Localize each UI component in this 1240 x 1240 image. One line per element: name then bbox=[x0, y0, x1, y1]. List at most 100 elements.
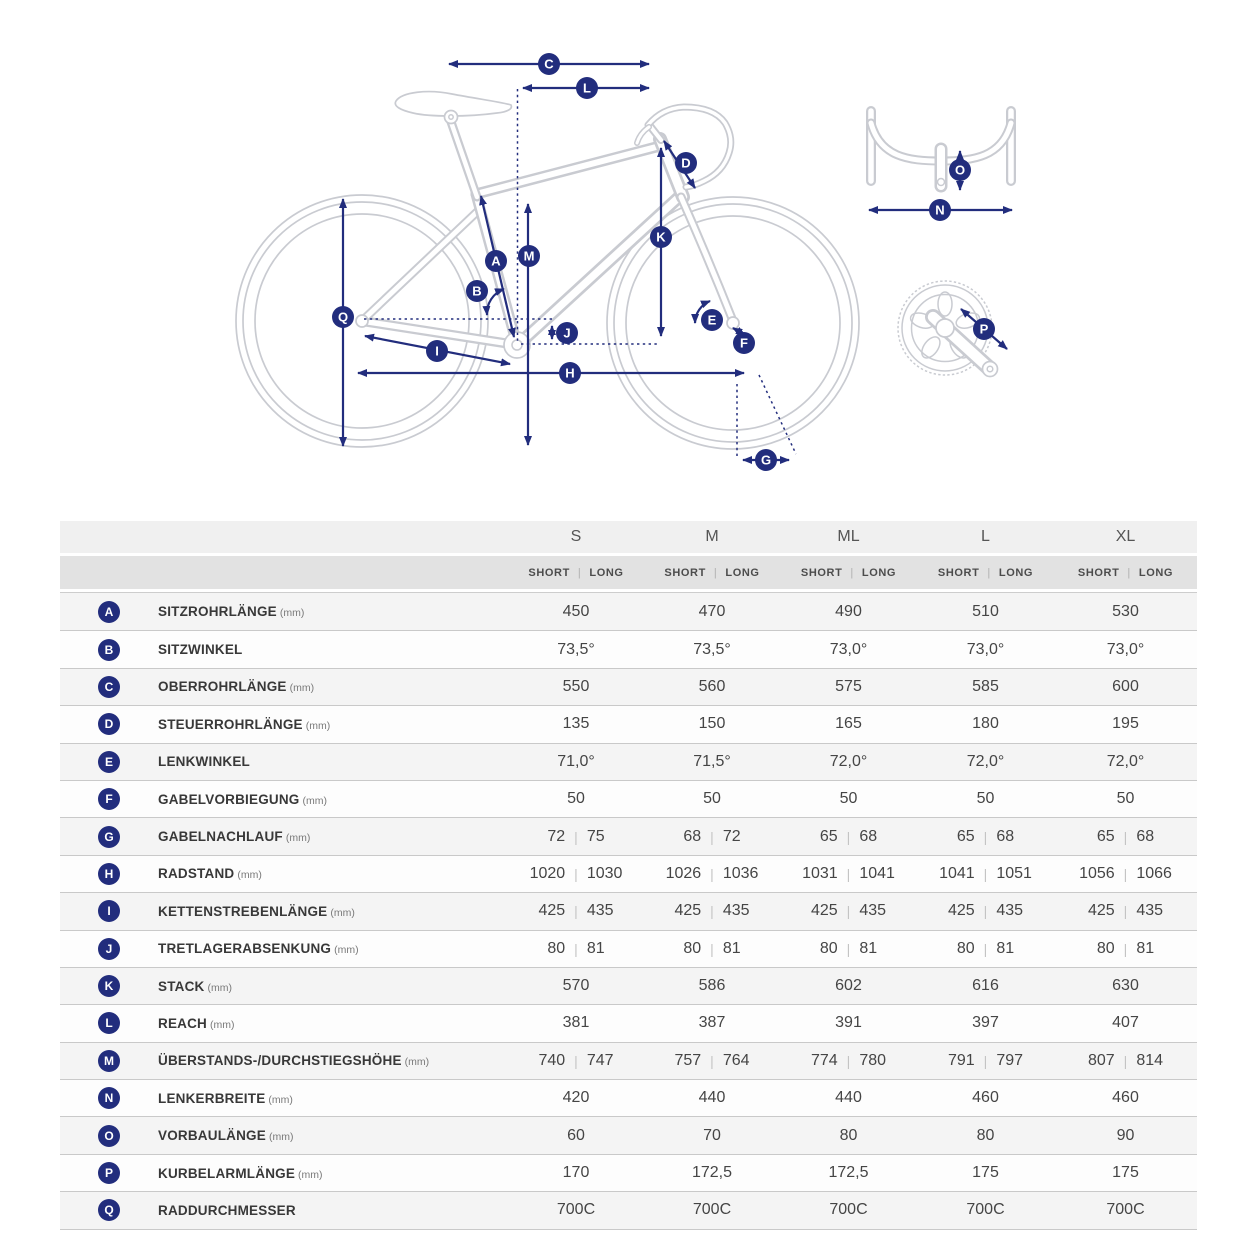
row-label: ÜBERSTANDS-/DURCHSTIEGSHÖHE (mm) bbox=[158, 1053, 430, 1069]
value-J-M: 80 | 81 bbox=[683, 939, 741, 957]
value-P-ML: 172,5 bbox=[828, 1164, 869, 1182]
svg-text:L: L bbox=[583, 81, 591, 96]
value-E-S: 71,0° bbox=[557, 752, 595, 770]
row-label: SITZROHRLÄNGE (mm) bbox=[158, 604, 305, 620]
value-B-S: 73,5° bbox=[557, 640, 595, 658]
long-label: LONG bbox=[861, 566, 897, 579]
value-separator: | bbox=[983, 828, 988, 845]
row-badge-J: J bbox=[98, 937, 120, 960]
value-A-S: 450 bbox=[562, 602, 590, 620]
short-label: SHORT bbox=[664, 566, 706, 579]
value-separator: | bbox=[710, 903, 714, 920]
value-I-S: 425 | 435 bbox=[538, 902, 614, 920]
row-badge-M: M bbox=[98, 1049, 120, 1072]
value-D-L: 180 bbox=[972, 715, 999, 733]
value-M-L: 791 | 797 bbox=[947, 1051, 1024, 1069]
value-G-M: 68 | 72 bbox=[683, 827, 741, 845]
row-badge-A: A bbox=[98, 600, 120, 623]
long-label: LONG bbox=[998, 566, 1034, 579]
value-Q-M: 700C bbox=[692, 1201, 732, 1219]
value-I-XL: 425 | 435 bbox=[1087, 902, 1164, 920]
table-row-O: O VORBAULÄNGE (mm) 60 70 80 80 90 bbox=[60, 1116, 1197, 1154]
row-badge-C: C bbox=[98, 675, 120, 698]
front-hub bbox=[726, 316, 740, 330]
svg-text:A: A bbox=[491, 254, 501, 269]
diagram-badge-C: C bbox=[538, 53, 560, 75]
value-C-XL: 600 bbox=[1112, 677, 1139, 695]
diagram-badge-H: H bbox=[559, 362, 581, 384]
header-separator: | bbox=[987, 566, 991, 579]
row-label: OBERROHRLÄNGE (mm) bbox=[158, 679, 315, 695]
value-E-XL: 72,0° bbox=[1106, 752, 1145, 770]
diagram-badge-P: P bbox=[973, 318, 995, 340]
value-E-L: 72,0° bbox=[966, 752, 1005, 770]
size-header-L: L bbox=[981, 528, 990, 545]
diagram-badge-G: G bbox=[755, 449, 777, 471]
header-separator: | bbox=[577, 566, 582, 579]
row-unit: (mm) bbox=[207, 981, 233, 994]
row-unit: (mm) bbox=[334, 944, 359, 957]
measurement-arrows bbox=[339, 60, 1013, 464]
row-unit: (mm) bbox=[285, 832, 311, 845]
short-long-header-M: SHORT | LONG bbox=[644, 567, 780, 579]
row-badge-I: I bbox=[98, 900, 120, 923]
value-H-M: 1026 | 1036 bbox=[665, 864, 759, 882]
value-G-L: 65 | 68 bbox=[956, 827, 1015, 845]
table-row-C: C OBERROHRLÄNGE (mm) 550 560 575 585 600 bbox=[60, 667, 1197, 706]
svg-text:D: D bbox=[681, 156, 690, 171]
row-label: RADSTAND (mm) bbox=[158, 866, 262, 882]
value-O-M: 70 bbox=[703, 1126, 721, 1144]
value-H-S: 1020 | 1030 bbox=[529, 864, 623, 882]
value-separator: | bbox=[1123, 828, 1128, 845]
row-label: STEUERROHRLÄNGE (mm) bbox=[158, 716, 331, 732]
value-separator: | bbox=[574, 828, 578, 845]
arrow-B bbox=[482, 287, 505, 316]
row-unit: (mm) bbox=[289, 682, 315, 695]
table-row-N: N LENKERBREITE (mm) 420 440 440 460 460 bbox=[60, 1079, 1197, 1117]
row-badge-Q: Q bbox=[98, 1199, 120, 1222]
row-label: LENKWINKEL bbox=[158, 754, 250, 770]
diagram-badge-K: K bbox=[650, 226, 672, 248]
diagram-badge-D: D bbox=[675, 152, 697, 174]
row-badge-L: L bbox=[98, 1012, 120, 1035]
value-Q-S: 700C bbox=[556, 1201, 596, 1219]
value-M-ML: 774 | 780 bbox=[810, 1051, 887, 1069]
svg-text:O: O bbox=[955, 163, 965, 178]
value-L-M: 387 bbox=[698, 1014, 726, 1032]
table-row-H: H RADSTAND (mm) 1020 | 1030 1026 | 1036 1031 | 1041… bbox=[60, 854, 1197, 893]
row-unit: (mm) bbox=[305, 719, 331, 732]
table-row-L: L REACH (mm) 381 387 391 397 407 bbox=[60, 1004, 1197, 1042]
value-E-ML: 72,0° bbox=[829, 752, 868, 770]
value-K-M: 586 bbox=[698, 977, 726, 995]
row-label: REACH (mm) bbox=[158, 1015, 235, 1031]
geometry-rows: A SITZROHRLÄNGE (mm) 450 470 490 510 530 B SITZWI… bbox=[60, 592, 1197, 1230]
svg-text:C: C bbox=[544, 57, 554, 72]
bottom-bracket bbox=[503, 331, 531, 359]
value-N-M: 440 bbox=[698, 1089, 726, 1107]
row-label: TRETLAGERABSENKUNG (mm) bbox=[158, 941, 359, 957]
value-J-XL: 80 | 81 bbox=[1096, 939, 1155, 957]
value-D-S: 135 bbox=[562, 715, 590, 733]
table-row-J: J TRETLAGERABSENKUNG (mm) 80 | 81 80 | 81 80 | 81 80… bbox=[60, 929, 1197, 967]
size-header-M: M bbox=[705, 528, 719, 545]
size-header-ML: ML bbox=[837, 528, 860, 545]
value-separator: | bbox=[983, 940, 988, 957]
short-long-header-S: SHORT | LONG bbox=[508, 567, 644, 579]
diagram-badges: AB C D E F G H I J K L M N O P Q bbox=[332, 53, 995, 471]
row-unit: (mm) bbox=[330, 906, 355, 919]
long-label: LONG bbox=[725, 566, 760, 579]
diagram-badge-M: M bbox=[518, 245, 540, 267]
table-row-K: K STACK (mm) 570 586 602 616 630 bbox=[60, 966, 1197, 1005]
value-M-S: 740 | 747 bbox=[538, 1051, 614, 1069]
value-separator: | bbox=[574, 1052, 578, 1069]
row-badge-H: H bbox=[98, 862, 120, 885]
saddle bbox=[394, 90, 513, 125]
row-badge-G: G bbox=[98, 825, 120, 848]
value-B-ML: 73,0° bbox=[829, 640, 868, 658]
value-P-XL: 175 bbox=[1112, 1164, 1139, 1182]
value-Q-ML: 700C bbox=[829, 1201, 868, 1219]
value-separator: | bbox=[710, 865, 714, 882]
value-I-M: 425 | 435 bbox=[674, 902, 750, 920]
value-N-S: 420 bbox=[562, 1089, 590, 1107]
